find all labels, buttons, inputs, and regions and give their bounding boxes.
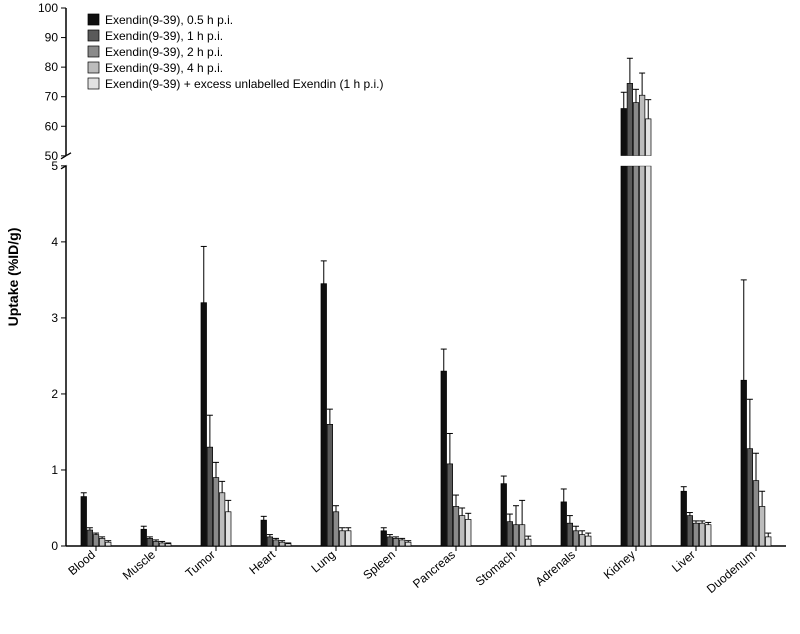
bar	[93, 533, 99, 546]
legend-label: Exendin(9-39) + excess unlabelled Exendi…	[105, 77, 384, 91]
svg-text:0: 0	[51, 539, 58, 553]
bar	[459, 508, 465, 546]
svg-text:80: 80	[45, 60, 59, 74]
bar	[105, 541, 111, 546]
bar	[225, 500, 231, 546]
x-tick-label: Tumor	[183, 548, 218, 581]
legend-label: Exendin(9-39), 1 h p.i.	[105, 29, 223, 43]
legend-label: Exendin(9-39), 4 h p.i.	[105, 61, 223, 75]
bar	[765, 533, 771, 546]
svg-text:100: 100	[38, 1, 58, 15]
x-tick-label: Stomach	[473, 548, 518, 589]
svg-text:70: 70	[45, 90, 59, 104]
bar	[567, 516, 573, 546]
bar	[333, 506, 339, 546]
bar	[261, 516, 267, 546]
bar	[267, 535, 273, 546]
bar	[321, 261, 327, 546]
bar	[441, 349, 447, 546]
bar	[399, 538, 405, 546]
uptake-chart: 0123455060708090100Uptake (%ID/g)BloodMu…	[0, 0, 800, 634]
bar	[513, 506, 519, 546]
bar	[687, 513, 693, 546]
bar	[159, 541, 165, 546]
bar	[279, 541, 285, 546]
bar	[465, 513, 471, 546]
x-tick-label: Heart	[246, 547, 278, 577]
bar	[519, 500, 525, 546]
x-tick-label: Blood	[65, 548, 98, 578]
bar	[405, 541, 411, 546]
x-tick-label: Muscle	[120, 547, 158, 582]
bar	[525, 536, 531, 546]
bar	[753, 453, 759, 546]
bar	[201, 246, 207, 546]
svg-text:60: 60	[45, 119, 59, 133]
x-tick-label: Liver	[669, 548, 698, 575]
bar	[681, 487, 687, 546]
bar	[147, 537, 153, 546]
bar	[87, 528, 93, 546]
bar	[345, 528, 351, 546]
bar	[627, 58, 633, 546]
svg-text:50: 50	[45, 149, 59, 163]
bar	[561, 489, 567, 546]
x-tick-label: Spleen	[360, 548, 398, 583]
svg-text:2: 2	[51, 387, 58, 401]
bar	[219, 481, 225, 546]
x-tick-label: Adrenals	[533, 548, 578, 589]
bar	[213, 462, 219, 546]
bar	[381, 528, 387, 546]
bar	[759, 491, 765, 546]
bar	[81, 493, 87, 546]
bar	[285, 543, 291, 546]
bar	[507, 514, 513, 546]
x-tick-label: Lung	[308, 548, 337, 576]
x-tick-label: Kidney	[601, 548, 638, 582]
bar	[741, 280, 747, 546]
bar	[393, 537, 399, 546]
legend-label: Exendin(9-39), 2 h p.i.	[105, 45, 223, 59]
bar	[699, 521, 705, 546]
y-axis-label: Uptake (%ID/g)	[5, 228, 21, 327]
legend-label: Exendin(9-39), 0.5 h p.i.	[105, 13, 233, 27]
bar	[447, 433, 453, 546]
bar	[273, 538, 279, 546]
bar	[153, 540, 159, 546]
bar	[339, 528, 345, 546]
bar	[693, 521, 699, 546]
legend: Exendin(9-39), 0.5 h p.i. Exendin(9-39), …	[88, 13, 384, 91]
bar	[99, 537, 105, 546]
bar	[585, 533, 591, 546]
bar	[747, 399, 753, 546]
svg-text:4: 4	[51, 235, 58, 249]
x-tick-label: Pancreas	[410, 548, 458, 591]
bar	[453, 495, 459, 546]
bar	[705, 522, 711, 546]
bar	[579, 531, 585, 546]
svg-text:90: 90	[45, 31, 59, 45]
bar	[165, 543, 171, 546]
svg-text:3: 3	[51, 311, 58, 325]
x-tick-label: Duodenum	[704, 548, 758, 596]
bar	[387, 535, 393, 546]
bar	[645, 100, 651, 546]
bar	[141, 526, 147, 546]
bar	[639, 73, 645, 546]
axis-break-gap	[67, 156, 787, 166]
bar	[207, 415, 213, 546]
svg-text:1: 1	[51, 463, 58, 477]
bar	[501, 476, 507, 546]
bar	[573, 526, 579, 546]
bar	[327, 409, 333, 546]
